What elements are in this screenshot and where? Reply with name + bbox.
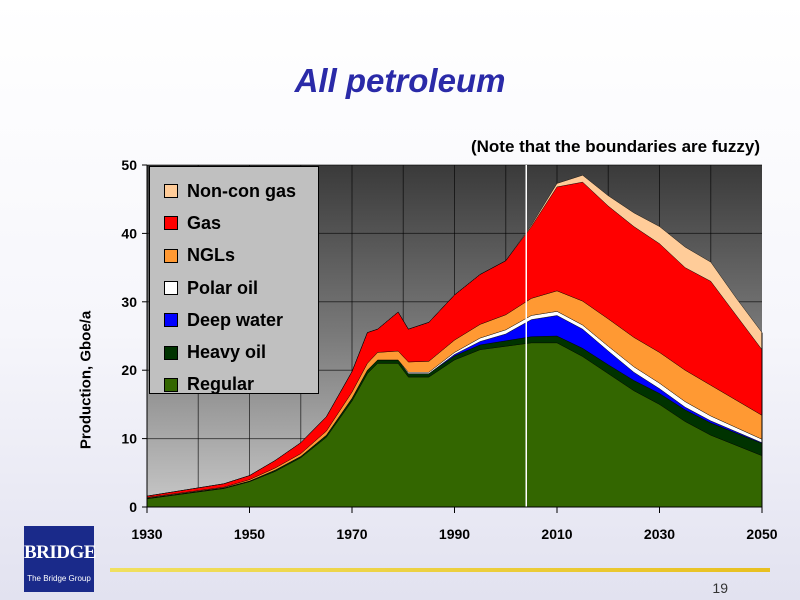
y-tick-label: 20: [121, 362, 137, 378]
legend-item: Regular: [164, 369, 318, 401]
chart-legend: Non-con gas Gas NGLs Polar oil Deep water Hea…: [149, 166, 319, 394]
legend-item: Deep water: [164, 304, 318, 336]
page-number: 19: [712, 580, 728, 596]
x-tick-label: 1970: [336, 526, 367, 542]
chart-note: (Note that the boundaries are fuzzy): [470, 137, 760, 156]
legend-label: Deep water: [187, 309, 284, 330]
legend-label: NGLs: [187, 245, 236, 266]
logo-word: BRIDGE: [24, 542, 96, 563]
legend-swatch: [164, 216, 178, 231]
x-tick-label: 2030: [644, 526, 675, 542]
legend-swatch: [164, 345, 178, 360]
legend-swatch: [164, 313, 178, 328]
legend-item: NGLs: [164, 240, 318, 272]
x-tick-label: 2010: [541, 526, 572, 542]
x-tick-label: 1990: [439, 526, 470, 542]
slide-title: All petroleum: [294, 62, 506, 99]
x-tick-label: 2050: [746, 526, 777, 542]
logo-subtitle: The Bridge Group: [27, 574, 91, 583]
legend-swatch: [164, 184, 178, 199]
legend-label: Polar oil: [187, 277, 259, 298]
y-tick-label: 0: [129, 499, 137, 515]
legend-label: Heavy oil: [187, 342, 267, 363]
footer-rule: [110, 568, 770, 572]
legend-item: Polar oil: [164, 272, 318, 304]
y-tick-label: 50: [121, 157, 137, 173]
legend-label: Gas: [187, 212, 222, 233]
y-tick-label: 40: [121, 225, 137, 241]
legend-item: Heavy oil: [164, 336, 318, 368]
legend-label: Regular: [187, 374, 255, 395]
legend-swatch: [164, 281, 178, 296]
legend-label: Non-con gas: [187, 180, 297, 201]
legend-item: Non-con gas: [164, 175, 318, 207]
y-tick-label: 30: [121, 294, 137, 310]
bridge-logo: BRIDGE The Bridge Group: [24, 526, 96, 592]
legend-item: Gas: [164, 207, 318, 239]
legend-swatch: [164, 377, 178, 392]
y-tick-label: 10: [121, 431, 137, 447]
x-tick-label: 1930: [131, 526, 162, 542]
legend-swatch: [164, 248, 178, 263]
x-tick-label: 1950: [234, 526, 265, 542]
